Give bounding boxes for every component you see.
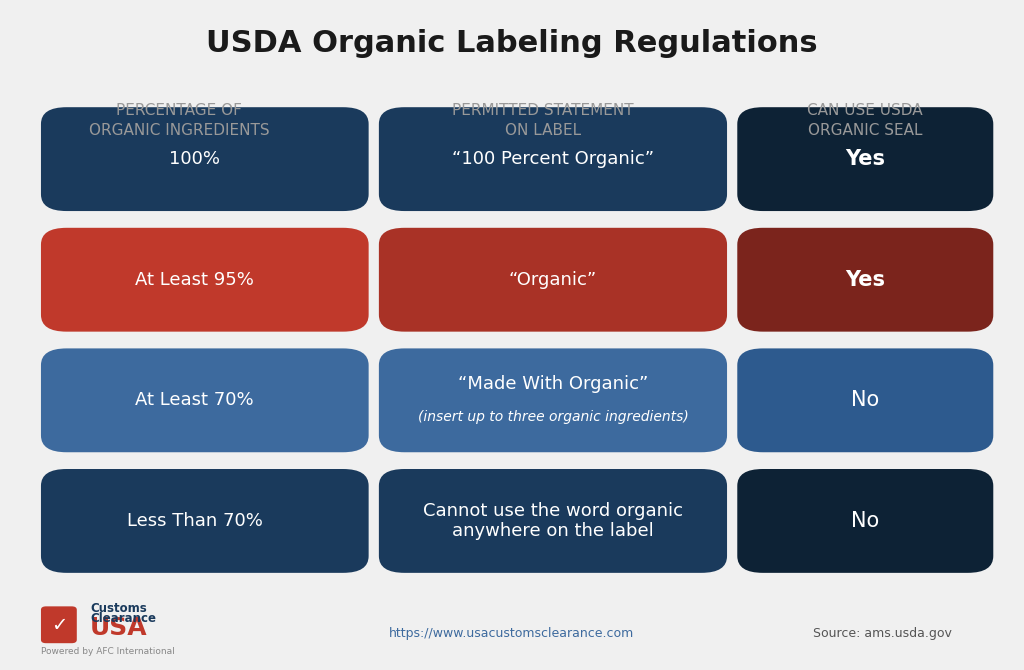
FancyBboxPatch shape bbox=[41, 228, 369, 332]
FancyBboxPatch shape bbox=[379, 469, 727, 573]
Text: At Least 95%: At Least 95% bbox=[135, 271, 254, 289]
Text: “Made With Organic”: “Made With Organic” bbox=[458, 375, 648, 393]
FancyBboxPatch shape bbox=[41, 348, 369, 452]
Text: USA: USA bbox=[90, 616, 147, 641]
FancyBboxPatch shape bbox=[737, 469, 993, 573]
Text: Customs: Customs bbox=[90, 602, 146, 615]
FancyBboxPatch shape bbox=[41, 606, 77, 643]
Text: CAN USE USDA
ORGANIC SEAL: CAN USE USDA ORGANIC SEAL bbox=[808, 103, 923, 138]
Text: PERMITTED STATEMENT
ON LABEL: PERMITTED STATEMENT ON LABEL bbox=[452, 103, 634, 138]
FancyBboxPatch shape bbox=[737, 348, 993, 452]
Text: ✓: ✓ bbox=[51, 616, 67, 634]
Text: Powered by AFC International: Powered by AFC International bbox=[41, 647, 175, 656]
Text: PERCENTAGE OF
ORGANIC INGREDIENTS: PERCENTAGE OF ORGANIC INGREDIENTS bbox=[89, 103, 269, 138]
Text: Source: ams.usda.gov: Source: ams.usda.gov bbox=[813, 626, 952, 640]
Text: Yes: Yes bbox=[845, 270, 886, 289]
Text: “100 Percent Organic”: “100 Percent Organic” bbox=[452, 150, 654, 168]
FancyBboxPatch shape bbox=[737, 107, 993, 211]
FancyBboxPatch shape bbox=[379, 228, 727, 332]
Text: Less Than 70%: Less Than 70% bbox=[127, 512, 262, 530]
Text: No: No bbox=[851, 391, 880, 410]
FancyBboxPatch shape bbox=[379, 348, 727, 452]
Text: Clearance: Clearance bbox=[90, 612, 156, 625]
Text: Cannot use the word organic
anywhere on the label: Cannot use the word organic anywhere on … bbox=[423, 502, 683, 540]
FancyBboxPatch shape bbox=[41, 107, 369, 211]
Text: No: No bbox=[851, 511, 880, 531]
Text: At Least 70%: At Least 70% bbox=[135, 391, 254, 409]
FancyBboxPatch shape bbox=[737, 228, 993, 332]
Text: 100%: 100% bbox=[169, 150, 220, 168]
FancyBboxPatch shape bbox=[379, 107, 727, 211]
Text: USDA Organic Labeling Regulations: USDA Organic Labeling Regulations bbox=[206, 29, 818, 58]
FancyBboxPatch shape bbox=[41, 469, 369, 573]
Text: Yes: Yes bbox=[845, 149, 886, 169]
Text: (insert up to three organic ingredients): (insert up to three organic ingredients) bbox=[418, 410, 688, 424]
Text: “Organic”: “Organic” bbox=[509, 271, 597, 289]
Text: https://www.usacustomsclearance.com: https://www.usacustomsclearance.com bbox=[389, 626, 635, 640]
